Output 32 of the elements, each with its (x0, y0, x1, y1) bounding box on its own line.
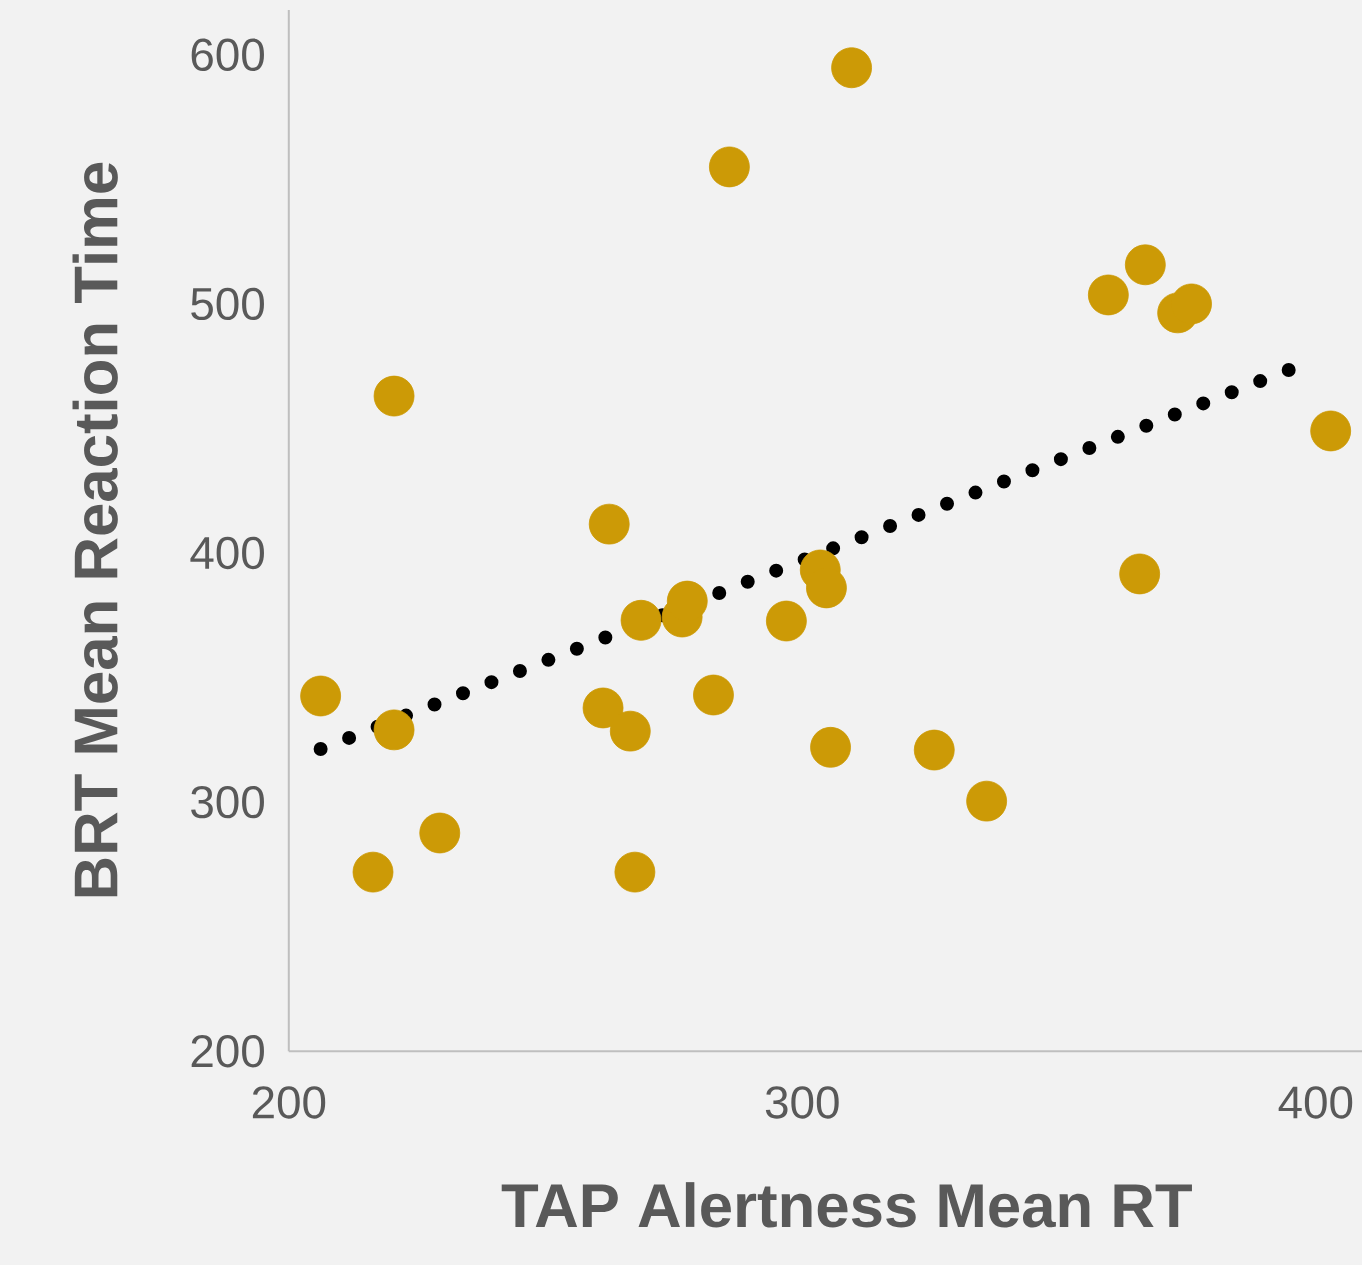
point (609, 710, 651, 752)
y-tick-label: 400 (190, 536, 264, 570)
y-tick-label: 500 (191, 287, 264, 321)
point (831, 47, 872, 89)
point (582, 687, 624, 729)
point (810, 726, 851, 768)
x-tick-label: 400 (1278, 1086, 1353, 1119)
point (1124, 244, 1166, 286)
point (1171, 283, 1212, 325)
point (588, 503, 630, 545)
x-tick-label: 200 (252, 1086, 326, 1119)
point (419, 812, 461, 854)
point (614, 851, 656, 893)
point (300, 675, 342, 717)
point (620, 599, 662, 641)
x-tick-label: 300 (765, 1086, 839, 1119)
y-tick-label: 600 (191, 38, 264, 71)
y-axis-title: BRT Mean Reaction Time (72, 162, 118, 897)
point (1087, 274, 1129, 316)
y-tick-label: 200 (191, 1034, 264, 1068)
point (693, 674, 734, 716)
y-tick-label: 300 (191, 785, 264, 819)
point (1119, 553, 1161, 595)
x-axis-title: TAP Alertness Mean RT (501, 1182, 1192, 1228)
point (373, 375, 415, 417)
point (1310, 410, 1352, 452)
point (352, 851, 394, 893)
point (913, 729, 955, 771)
point (708, 146, 750, 188)
point (373, 709, 415, 751)
point (966, 780, 1008, 822)
point (765, 600, 807, 642)
